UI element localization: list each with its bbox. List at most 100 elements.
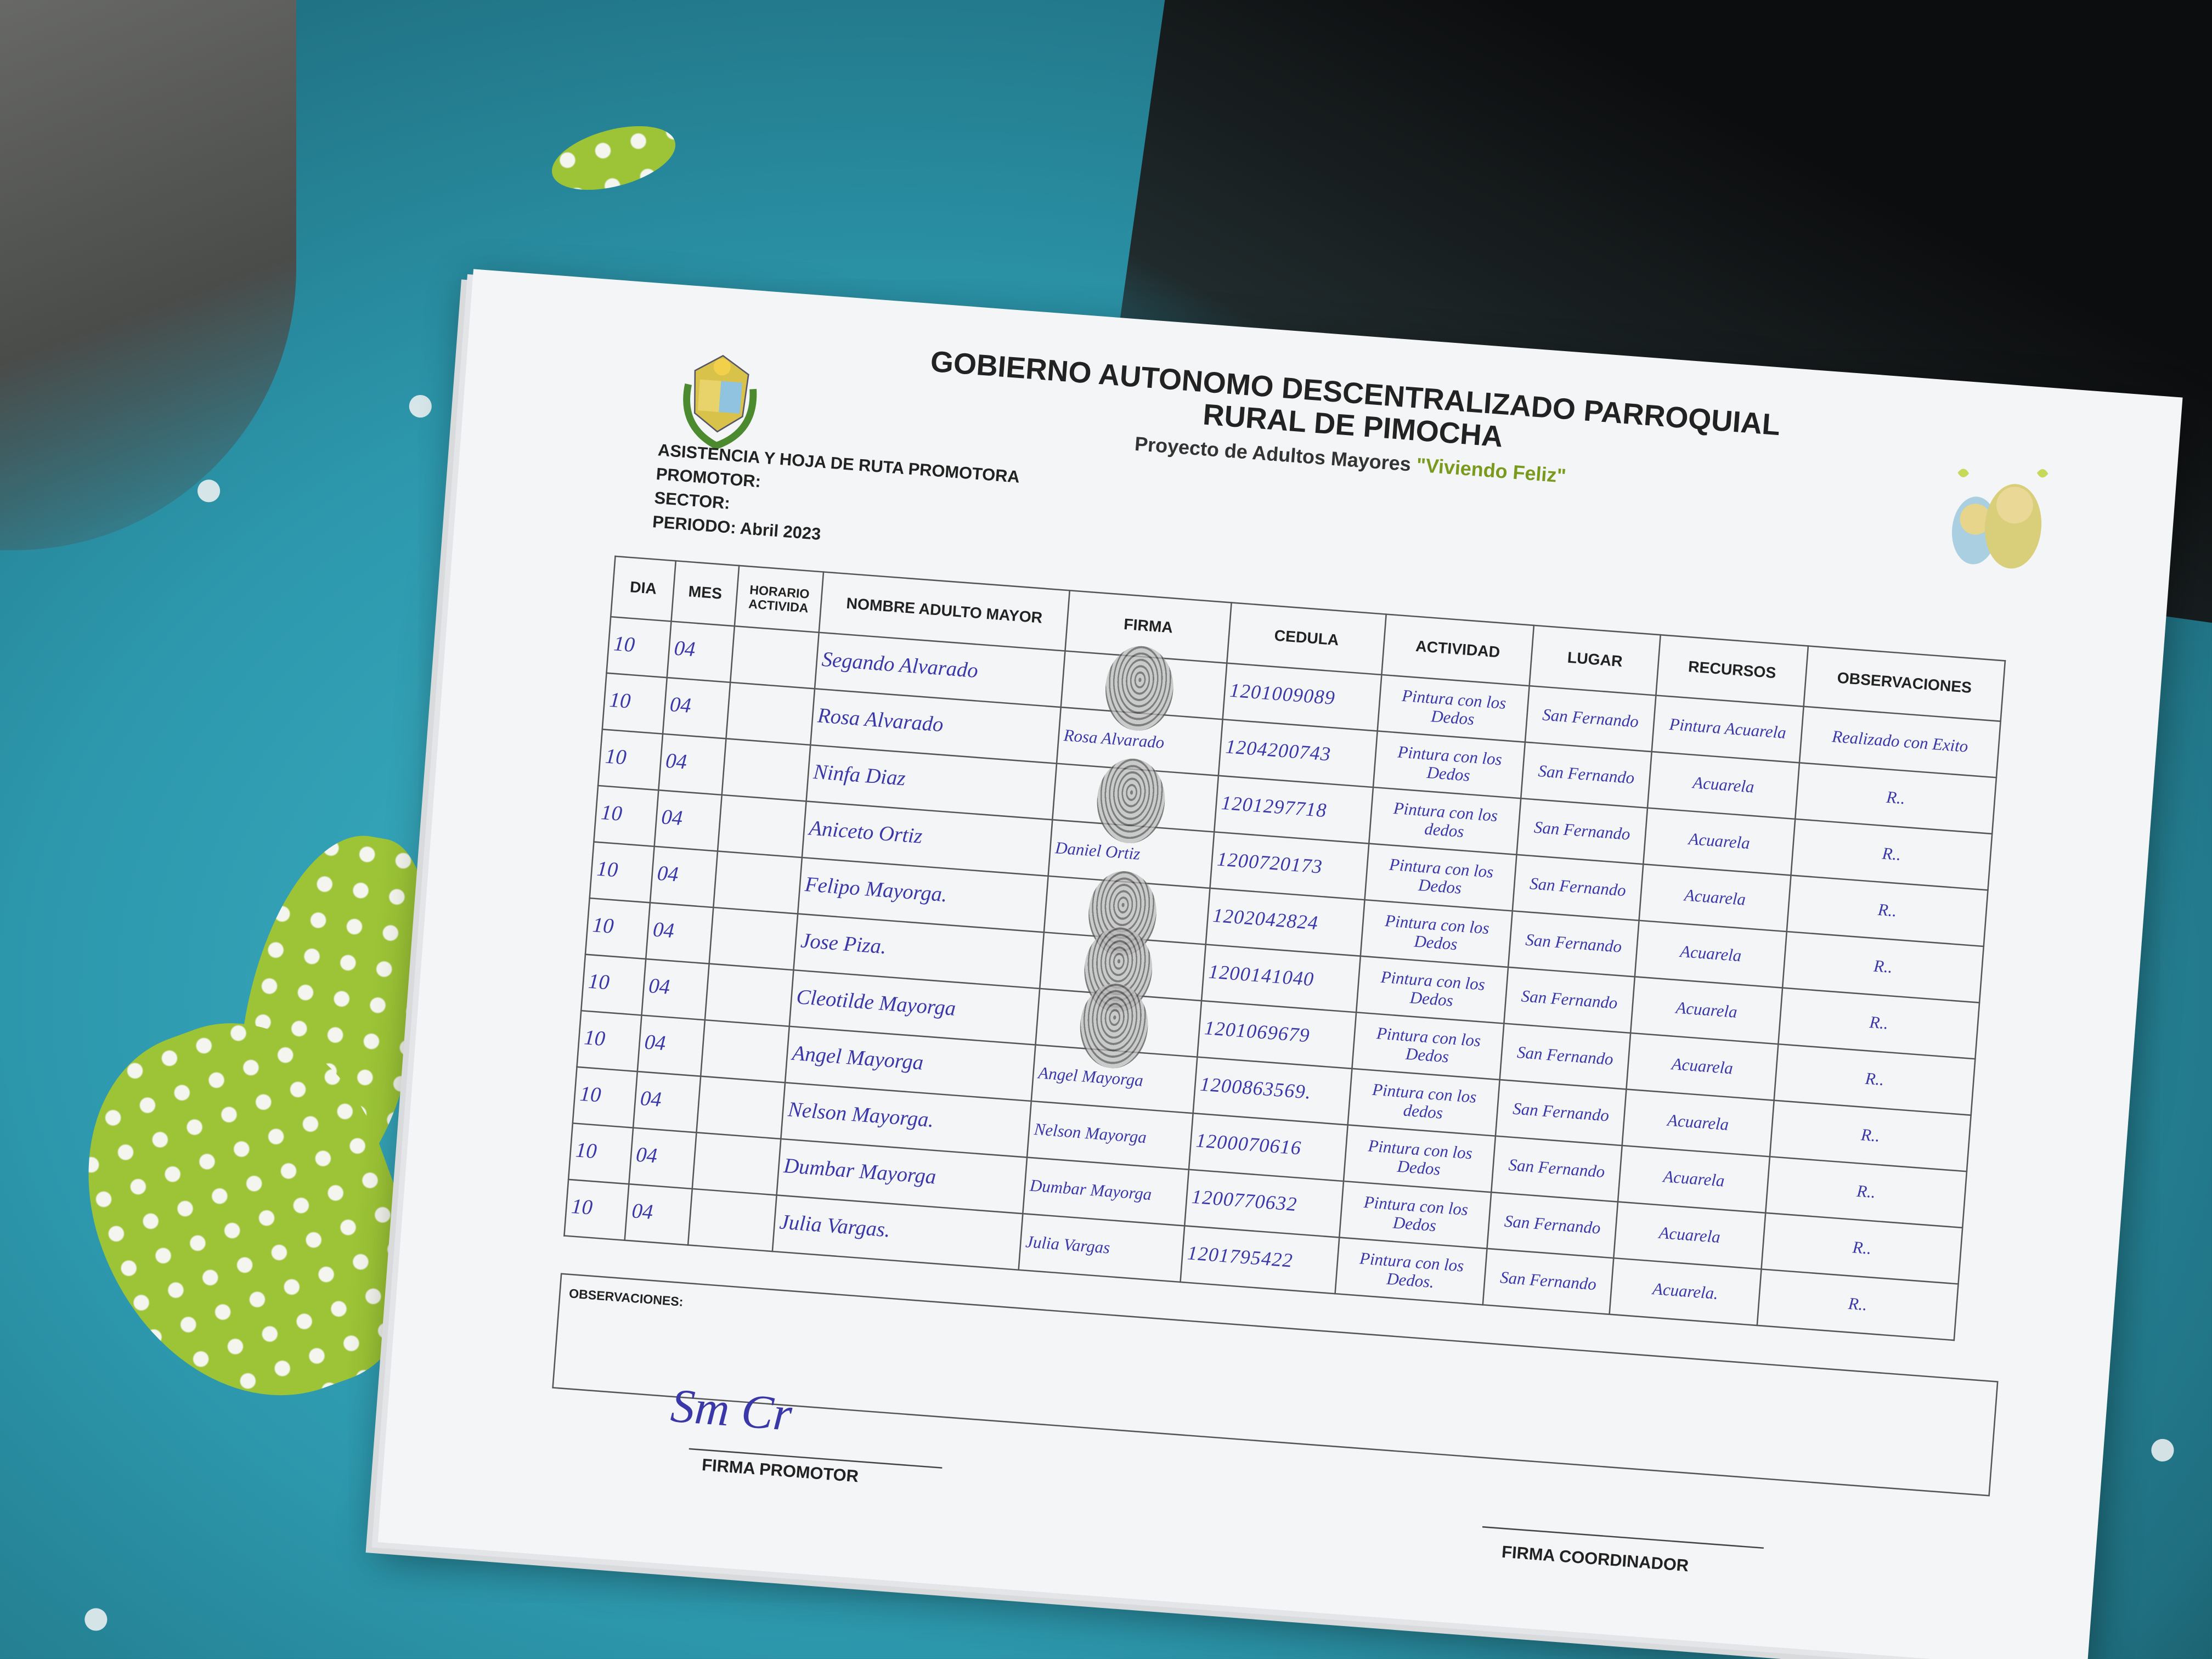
nombre-text: Dumbar Mayorga — [782, 1155, 937, 1189]
fabric-leaf-pattern — [545, 114, 682, 202]
cell-dia: 10 — [606, 617, 672, 678]
subtitle-highlight: "Viviendo Feliz" — [1415, 453, 1567, 487]
recursos-text: Acuarela — [1679, 941, 1742, 966]
mes-text: 04 — [664, 750, 688, 775]
cell-horario — [709, 907, 798, 970]
cell-recursos: Acuarela — [1639, 864, 1791, 932]
mes-text: 04 — [673, 637, 696, 662]
lugar-text: San Fernando — [1542, 704, 1640, 732]
cell-horario — [730, 626, 819, 689]
nombre-text: Julia Vargas. — [778, 1211, 891, 1243]
cell-horario — [713, 851, 802, 914]
observaciones-text: R.. — [1860, 1124, 1881, 1146]
lugar-text: San Fernando — [1516, 1042, 1614, 1069]
cell-dia: 10 — [585, 898, 650, 959]
mes-text: 04 — [631, 1200, 654, 1225]
nombre-text: Cleotilde Mayorga — [795, 986, 957, 1022]
cedula-text: 1201297718 — [1220, 793, 1328, 822]
observaciones-label: OBSERVACIONES: — [568, 1286, 684, 1310]
lugar-text: San Fernando — [1529, 873, 1627, 901]
column-header-mes: MES — [671, 561, 740, 627]
cell-firma: Julia Vargas — [1018, 1214, 1185, 1282]
lugar-text: San Fernando — [1525, 929, 1623, 957]
cell-dia: 10 — [594, 785, 659, 847]
cell-mes: 04 — [629, 1127, 697, 1189]
cell-actividad: Pintura con los Dedos — [1343, 1125, 1496, 1193]
lugar-text: San Fernando — [1499, 1267, 1598, 1295]
cedula-text: 1200863569. — [1199, 1074, 1312, 1104]
firma-text: Angel Mayorga — [1037, 1063, 1144, 1091]
cell-lugar: San Fernando — [1516, 798, 1647, 865]
column-header-recursos: RECURSOS — [1656, 635, 1808, 707]
parish-logo-icon — [683, 354, 757, 450]
cell-actividad: Pintura con los Dedos — [1352, 1012, 1504, 1080]
lugar-text: San Fernando — [1508, 1154, 1606, 1182]
observaciones-text: Realizado con Exito — [1831, 726, 1969, 757]
observaciones-text: R.. — [1847, 1293, 1868, 1315]
dia-text: 10 — [587, 970, 611, 995]
form-meta: ASISTENCIA Y HOJA DE RUTA PROMOTORA PROM… — [652, 438, 1020, 561]
dia-text: 10 — [600, 802, 623, 827]
column-header-dia: DIA — [611, 556, 676, 622]
cell-recursos: Acuarela — [1634, 920, 1787, 988]
nombre-text: Nelson Mayorga. — [787, 1099, 935, 1133]
firma-text: Rosa Alvarado — [1063, 725, 1165, 753]
cell-recursos: Acuarela — [1613, 1201, 1766, 1269]
cell-recursos: Acuarela — [1626, 1032, 1779, 1101]
nombre-text: Felipo Mayorga. — [804, 874, 948, 907]
mes-text: 04 — [661, 806, 684, 831]
cell-horario — [726, 682, 815, 745]
cell-lugar: San Fernando — [1499, 1023, 1631, 1090]
cell-dia: 10 — [564, 1179, 629, 1240]
recursos-text: Acuarela — [1688, 828, 1751, 853]
firma-text: Dumbar Mayorga — [1029, 1175, 1153, 1204]
fabric-dot — [2151, 1438, 2174, 1462]
dia-text: 10 — [591, 915, 614, 939]
cell-actividad: Pintura con los Dedos — [1339, 1181, 1492, 1249]
lugar-text: San Fernando — [1503, 1211, 1601, 1238]
cell-horario — [696, 1076, 786, 1139]
dia-text: 10 — [570, 1196, 594, 1220]
recursos-text: Pintura Acuarela — [1668, 714, 1787, 743]
dia-text: 10 — [583, 1027, 606, 1052]
promotor-signature: Sm Cr — [669, 1380, 794, 1442]
firma-text: Daniel Ortiz — [1054, 837, 1141, 864]
cell-horario — [688, 1188, 777, 1252]
firma-text: Julia Vargas — [1025, 1231, 1111, 1258]
cell-cedula: 1201795422 — [1180, 1226, 1340, 1294]
observaciones-text: R.. — [1873, 956, 1893, 977]
nombre-text: Aniceto Ortiz — [808, 817, 923, 849]
cell-recursos: Acuarela — [1622, 1089, 1774, 1157]
firma-text: Nelson Mayorga — [1033, 1119, 1148, 1148]
cedula-text: 1200720173 — [1216, 849, 1324, 878]
observaciones-text: R.. — [1881, 843, 1902, 865]
column-header-cedula: CEDULA — [1227, 602, 1386, 675]
actividad-text: Pintura con los dedos — [1372, 1079, 1477, 1122]
cell-mes: 04 — [650, 846, 718, 908]
actividad-text: Pintura con los Dedos — [1363, 1191, 1469, 1235]
cell-actividad: Pintura con los Dedos — [1373, 731, 1525, 799]
cell-horario — [721, 738, 811, 802]
cell-mes: 04 — [637, 1015, 705, 1076]
dia-text: 10 — [608, 689, 631, 714]
fabric-dot — [409, 394, 432, 418]
recursos-text: Acuarela — [1692, 772, 1755, 797]
nombre-text: Ninfa Diaz — [812, 761, 906, 791]
cedula-text: 1201795422 — [1186, 1243, 1294, 1272]
nombre-text: Angel Mayorga — [791, 1042, 924, 1075]
cell-recursos: Acuarela — [1630, 977, 1783, 1045]
cell-actividad: Pintura con los Dedos — [1364, 843, 1517, 911]
fabric-dot — [84, 1608, 108, 1631]
cell-actividad: Pintura con los Dedos — [1360, 900, 1513, 967]
cell-dia: 10 — [602, 673, 667, 734]
cell-recursos: Acuarela — [1647, 752, 1799, 819]
cell-dia: 10 — [581, 954, 646, 1015]
recursos-text: Acuarela — [1662, 1166, 1725, 1191]
cedula-text: 1202042824 — [1212, 905, 1319, 935]
cell-actividad: Pintura con los Dedos — [1377, 674, 1530, 742]
cell-dia: 10 — [572, 1066, 637, 1128]
attendance-table: DIA MES HORARIO ACTIVIDA NOMBRE ADULTO MAYO… — [563, 556, 2006, 1341]
lugar-text: San Fernando — [1512, 1098, 1610, 1126]
mes-text: 04 — [644, 1031, 667, 1056]
